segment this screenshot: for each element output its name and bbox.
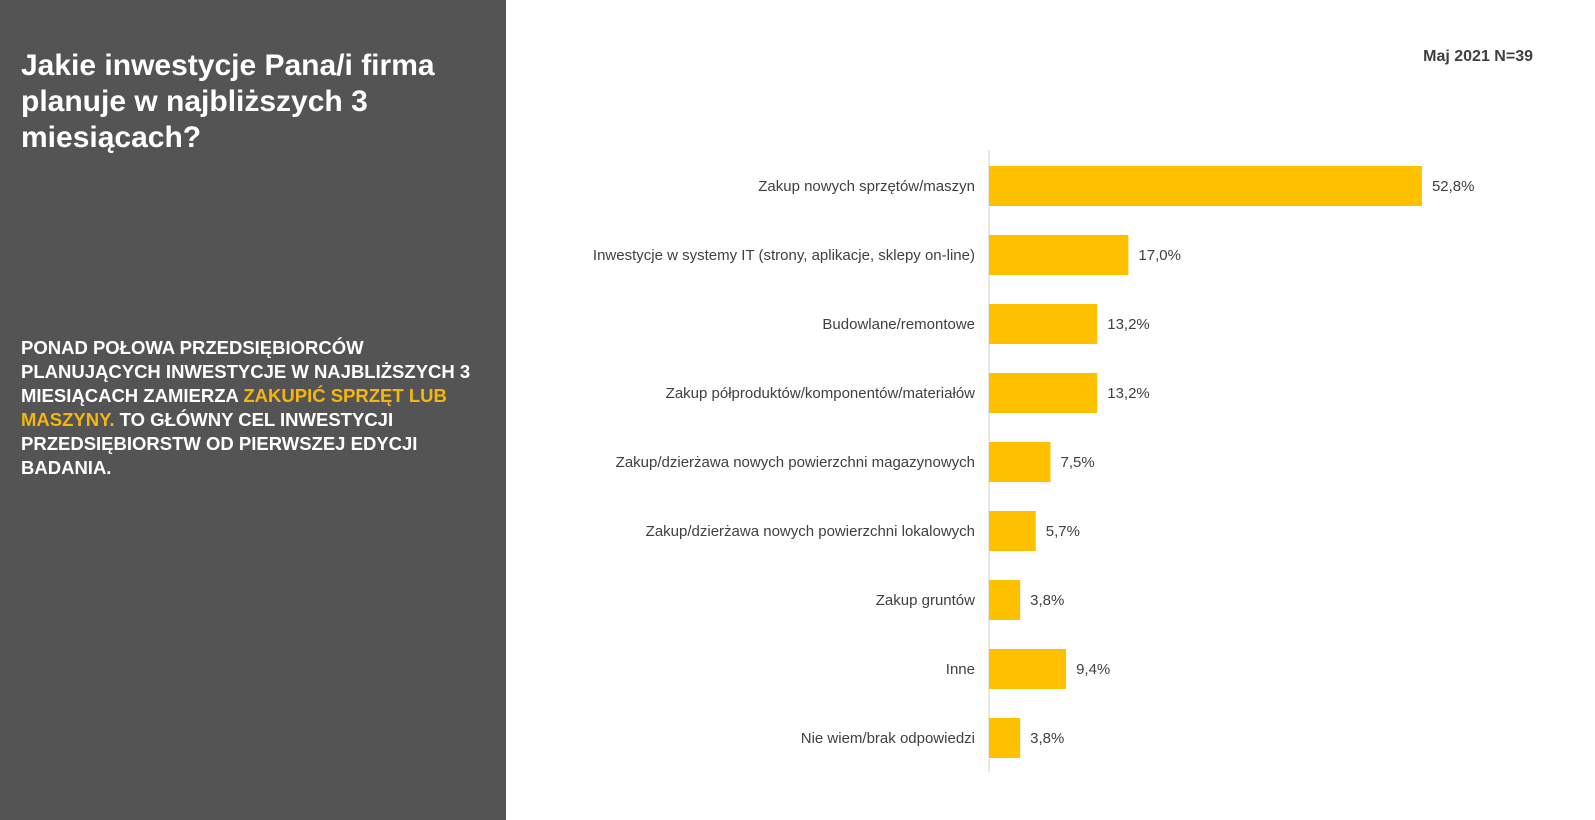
value-label: 3,8% — [1030, 730, 1064, 747]
category-label: Inne — [946, 661, 975, 678]
summary-text-start: PONAD POŁOWA PRZEDSIĘBIORCÓW PLANUJĄCYCH… — [21, 337, 471, 406]
bar — [989, 304, 1098, 344]
value-label: 3,8% — [1030, 592, 1064, 609]
summary-text-end: TO GŁÓWNY CEL INWESTYCJI PRZEDSIĘBIORSTW… — [21, 409, 418, 478]
category-label: Zakup półproduktów/komponentów/materiałó… — [666, 385, 975, 402]
value-label: 9,4% — [1076, 661, 1110, 678]
category-label: Nie wiem/brak odpowiedzi — [801, 730, 975, 747]
category-label: Zakup gruntów — [876, 592, 975, 609]
category-label: Budowlane/remontowe — [822, 316, 975, 333]
value-label: 13,2% — [1107, 316, 1150, 333]
value-label: 17,0% — [1138, 247, 1181, 264]
bar — [989, 235, 1129, 275]
page-title: Jakie inwestycje Pana/i firma planuje w … — [21, 49, 435, 154]
value-label: 5,7% — [1046, 523, 1080, 540]
category-label: Inwestycje w systemy IT (strony, aplikac… — [593, 247, 975, 264]
bar-chart: Zakup nowych sprzętów/maszyn 52,8% Inwesty… — [593, 150, 1475, 772]
category-label: Zakup/dzierżawa nowych powierzchni magaz… — [616, 454, 975, 471]
value-label: 13,2% — [1107, 385, 1150, 402]
bar — [989, 166, 1422, 206]
category-label: Zakup/dzierżawa nowych powierzchni lokal… — [646, 523, 975, 540]
side-panel: Jakie inwestycje Pana/i firma planuje w … — [0, 0, 506, 820]
value-label: 52,8% — [1432, 178, 1475, 195]
bar — [989, 442, 1051, 482]
bar — [989, 373, 1098, 413]
summary-text: PONAD POŁOWA PRZEDSIĘBIORCÓW PLANUJĄCYCH… — [21, 336, 486, 480]
bar — [989, 580, 1021, 620]
value-label: 7,5% — [1061, 454, 1095, 471]
sample-info: Maj 2021 N=39 — [1423, 48, 1533, 65]
bar — [989, 718, 1021, 758]
bar — [989, 649, 1067, 689]
summary-highlight: ZAKUPIĆ SPRZĘT LUB MASZYNY. — [21, 385, 447, 430]
category-label: Zakup nowych sprzętów/maszyn — [758, 178, 975, 195]
bar — [989, 511, 1036, 551]
